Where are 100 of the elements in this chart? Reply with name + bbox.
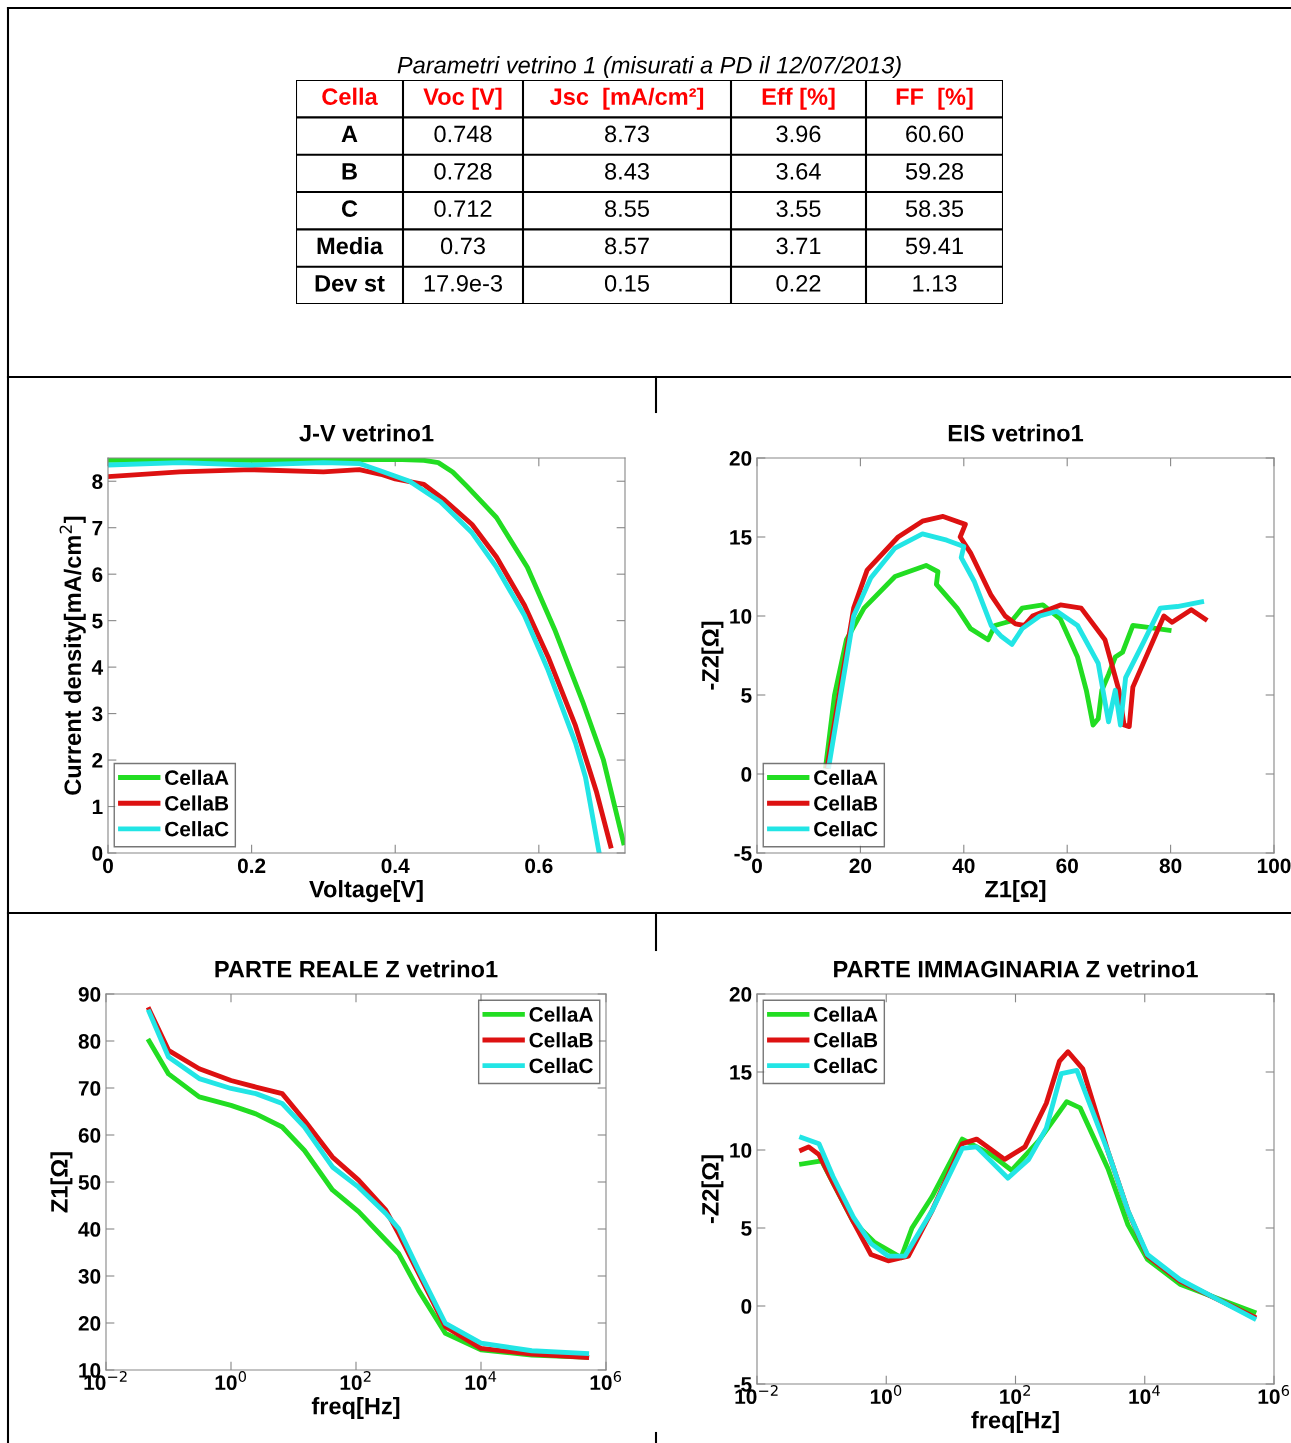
category-label: A	[341, 125, 358, 143]
category-label: FF [%]	[896, 87, 973, 110]
text: 3.64	[776, 162, 821, 180]
x-tick-label: 10$^{2}$	[340, 1371, 371, 1390]
text: 60.60	[906, 125, 964, 143]
y-tick-label: 20	[729, 451, 752, 466]
x-tick-label: 0	[752, 858, 762, 874]
x-tick-label: 80	[1159, 858, 1182, 874]
text: 8.43	[605, 162, 649, 180]
y-tick-label: 5	[741, 688, 752, 703]
legend-label: CellaB	[165, 795, 229, 811]
legend-label: CellaB	[529, 1032, 593, 1048]
chart-title: EIS vetrino1	[948, 424, 1084, 442]
legend-label: CellaA	[814, 769, 878, 786]
text: 0.15	[604, 274, 649, 292]
y-tick-label: 60	[78, 1128, 101, 1143]
category-label: Eff [%]	[762, 87, 835, 110]
text: 8.57	[605, 237, 649, 255]
y-tick-label: 7	[92, 520, 103, 536]
x-tick-label: 10$^{4}$	[1129, 1385, 1160, 1405]
y-tick-label: 15	[730, 530, 752, 545]
x-tick-label: 40	[952, 858, 975, 874]
y-tick-label: 10	[730, 609, 752, 624]
text: 3.71	[776, 237, 821, 255]
text: 8.55	[605, 200, 649, 217]
chart-title: J-V vetrino1	[299, 424, 434, 442]
y-tick-label: 6	[92, 567, 103, 582]
x-axis-title: freq[Hz]	[311, 1397, 400, 1420]
text: 8.73	[605, 125, 649, 143]
y-tick-label: 90	[78, 987, 101, 1002]
category-label: Cella	[322, 87, 378, 105]
x-tick-label: 10$^{2}$	[1000, 1385, 1031, 1404]
legend-label: CellaA	[529, 1006, 593, 1022]
y-tick-label: 10	[730, 1143, 752, 1158]
y-axis-title: Z1[Ω]	[50, 1152, 73, 1213]
y-tick-label: 40	[78, 1222, 101, 1237]
x-tick-label: 10$^{0}$	[215, 1371, 247, 1390]
y-tick-label: 3	[92, 706, 103, 722]
y-tick-label: 1	[92, 799, 103, 815]
x-tick-label: 10$^{4}$	[465, 1371, 497, 1391]
text: 3.55	[776, 200, 821, 217]
x-tick-label: 60	[1056, 858, 1078, 874]
text: 0.748	[434, 125, 492, 143]
y-axis-title: -Z2[Ω]	[701, 1155, 724, 1224]
text: 0.712	[434, 200, 492, 217]
x-tick-label: 20	[849, 858, 872, 874]
legend-label: CellaC	[529, 1057, 593, 1074]
category-label: Dev st	[315, 275, 385, 292]
text: 3.96	[776, 125, 821, 143]
category-label: Jsc [mA/cm²]	[549, 87, 704, 110]
text: 17.9e-3	[424, 274, 503, 292]
y-axis-title: Current density[mA/cm$^{2}$]	[59, 516, 86, 795]
text: 59.28	[905, 162, 964, 180]
x-tick-label: 0	[103, 858, 113, 874]
x-tick-label: 10$^{6}$	[590, 1371, 622, 1390]
y-tick-label: 30	[78, 1269, 101, 1284]
legend-label: CellaB	[814, 1032, 878, 1048]
y-axis-title: -Z2[Ω]	[701, 621, 724, 690]
chart-title: PARTE IMMAGINARIA Z vetrino1	[834, 960, 1198, 978]
legend-label: CellaC	[814, 1057, 878, 1074]
legend-label: CellaB	[814, 795, 878, 811]
x-tick-label: 100	[1257, 858, 1291, 874]
y-tick-label: 15	[730, 1065, 752, 1080]
text: 59.41	[905, 237, 963, 255]
y-tick-label: -5	[734, 846, 752, 861]
y-tick-label: 4	[91, 660, 104, 675]
y-tick-label: 5	[92, 613, 103, 629]
x-axis-title: Z1[Ω]	[985, 880, 1046, 903]
category-label: B	[342, 163, 357, 180]
y-tick-label: 0	[741, 1299, 752, 1314]
x-tick-label: 0.2	[237, 858, 266, 874]
y-tick-label: 70	[78, 1081, 101, 1096]
text: Parametri vetrino 1 (misurati a PD il 12/07/2013)	[397, 56, 901, 79]
category-label: Media	[317, 237, 384, 255]
y-tick-label: 80	[78, 1034, 101, 1049]
text: 0.73	[440, 237, 485, 255]
chart-title: PARTE REALE Z vetrino1	[215, 960, 498, 978]
legend-label: CellaA	[165, 769, 229, 786]
x-axis-title: freq[Hz]	[971, 1411, 1059, 1434]
y-tick-label: 20	[78, 1316, 101, 1331]
x-tick-label: 10$^{0}$	[870, 1385, 902, 1404]
x-tick-label: 0.6	[525, 858, 553, 874]
category-label: C	[341, 200, 358, 217]
legend-label: CellaC	[814, 821, 878, 837]
text: 0.22	[776, 274, 821, 292]
y-tick-label: 0	[92, 846, 103, 861]
text: 58.35	[905, 200, 964, 217]
y-tick-label: 2	[92, 753, 103, 768]
x-tick-label: 0.4	[381, 858, 410, 874]
x-axis-title: Voltage[V]	[309, 880, 423, 903]
legend-label: CellaA	[814, 1006, 878, 1022]
y-tick-label: 5	[741, 1221, 752, 1236]
legend-label: CellaC	[165, 821, 229, 837]
y-tick-label: 8	[92, 474, 103, 489]
y-tick-label: 50	[78, 1175, 101, 1190]
y-tick-label: 0	[741, 767, 752, 782]
x-tick-label: 10$^{6}$	[1258, 1385, 1290, 1404]
text: 1.13	[913, 274, 957, 292]
category-label: Voc [V]	[423, 87, 502, 110]
text: 0.728	[434, 162, 492, 180]
